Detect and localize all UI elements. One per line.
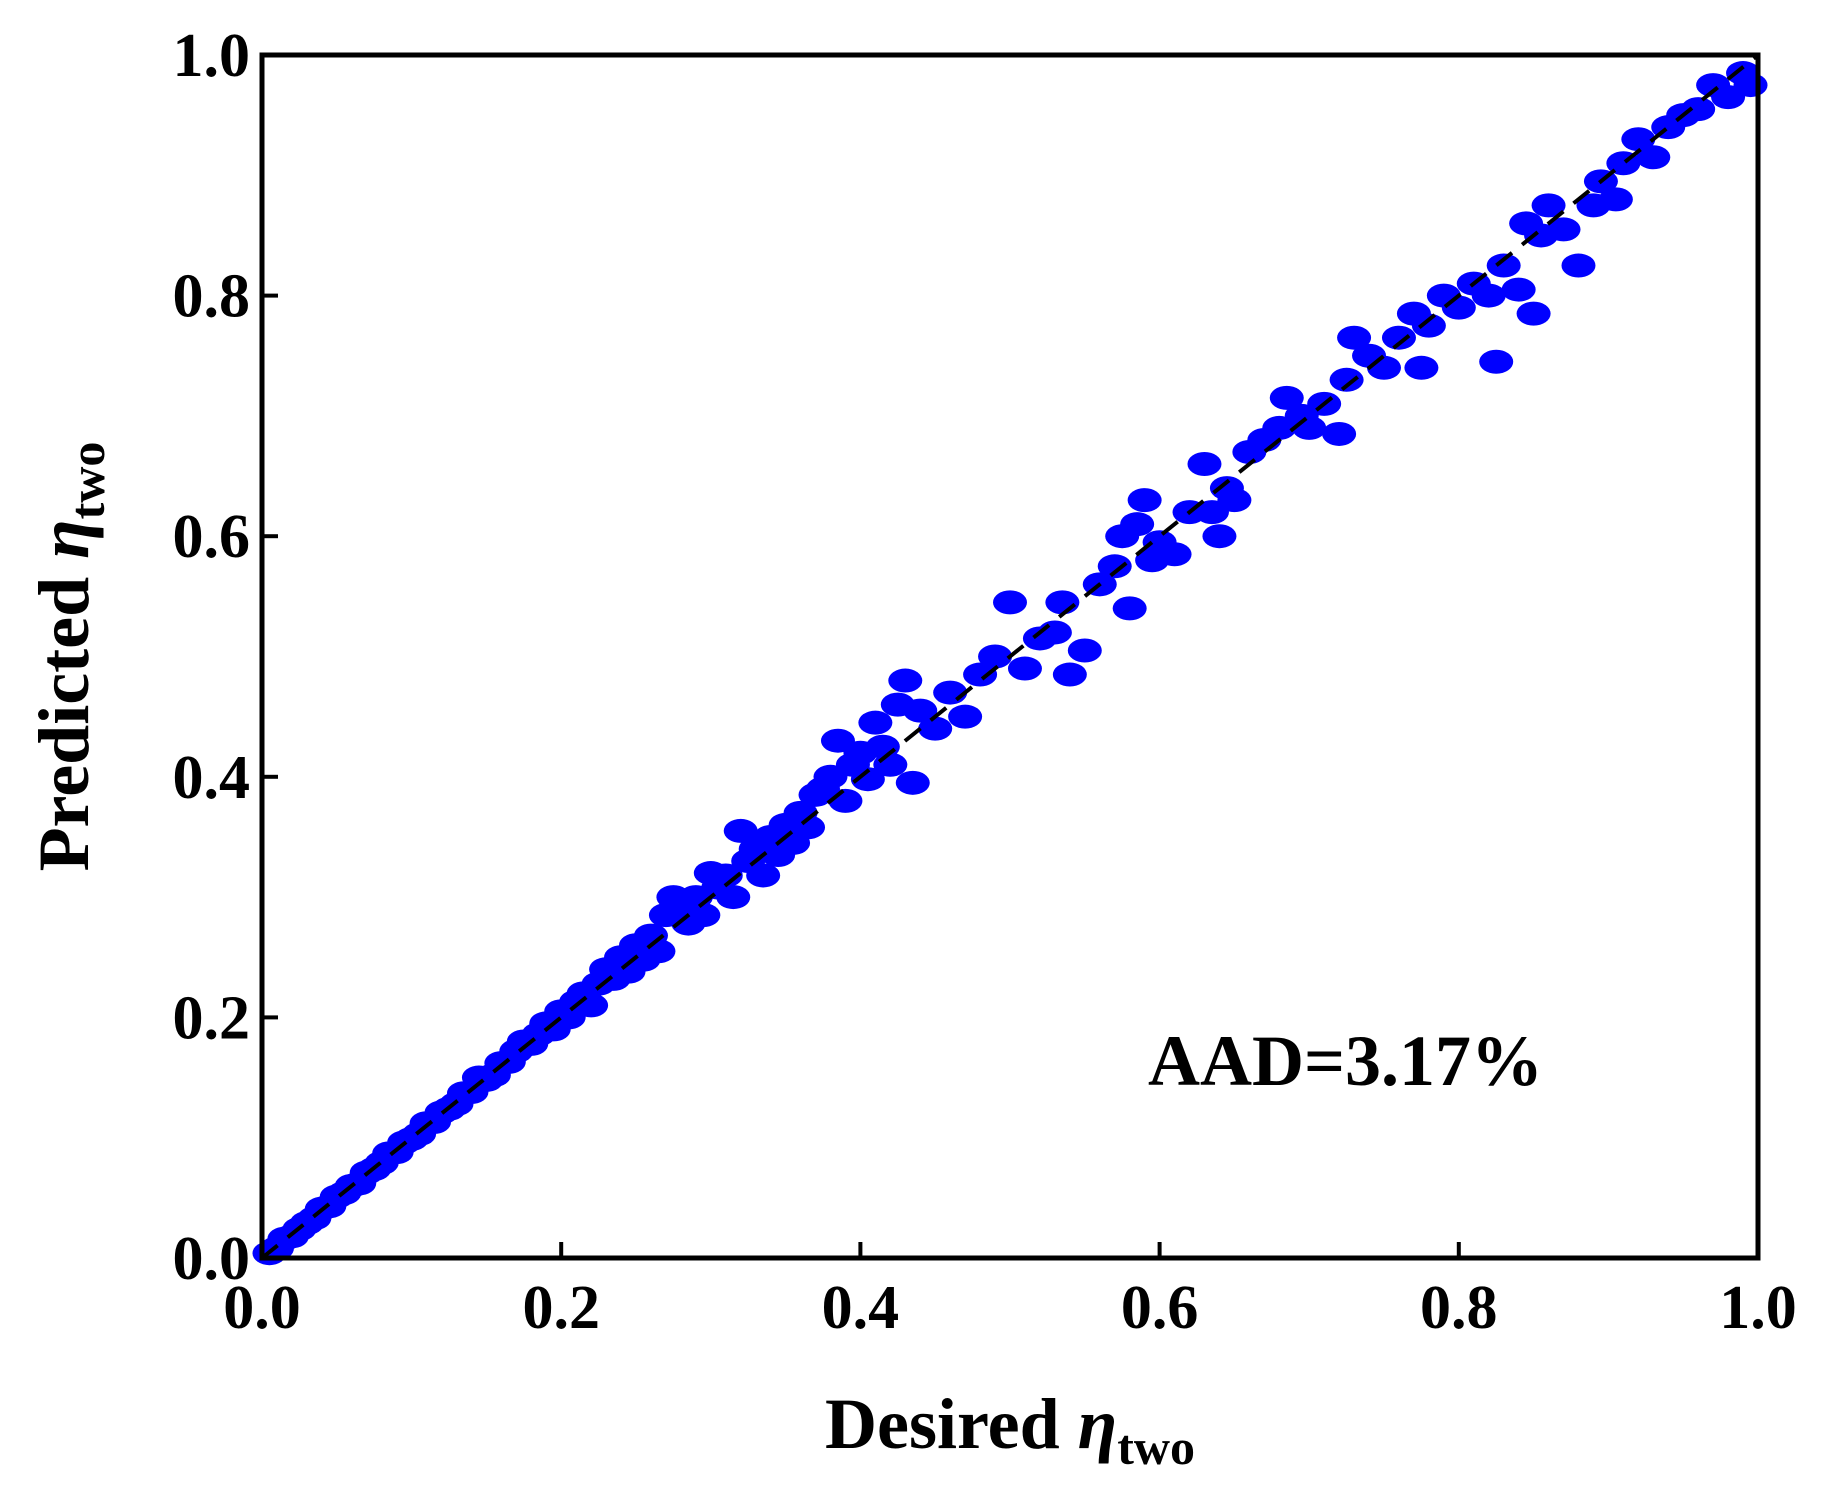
y-tick-label: 0.4	[173, 744, 251, 812]
y-tick-label: 0.6	[173, 503, 251, 571]
data-point	[903, 698, 938, 723]
x-axis-label-subscript: two	[1117, 1419, 1195, 1475]
data-point	[873, 752, 908, 777]
data-point	[895, 770, 930, 795]
data-point	[1097, 554, 1132, 579]
data-point	[1411, 313, 1446, 338]
y-tick-label: 0.0	[173, 1225, 251, 1293]
data-point	[1269, 385, 1304, 410]
data-point	[1621, 127, 1656, 152]
aad-annotation: AAD=3.17%	[1148, 1021, 1543, 1101]
x-tick-label: 0.2	[522, 1274, 600, 1342]
x-tick-label: 0.4	[822, 1274, 900, 1342]
x-tick-label: 0.8	[1420, 1274, 1498, 1342]
data-point	[791, 815, 826, 840]
x-axis-label-symbol: η	[1078, 1384, 1118, 1464]
data-point	[978, 644, 1013, 669]
data-point	[850, 767, 885, 792]
data-point	[1322, 421, 1357, 446]
y-axis-label: Predicted ηtwo	[24, 442, 115, 872]
y-axis-label-subscript: two	[59, 442, 115, 520]
data-point	[1120, 512, 1155, 537]
data-point	[1157, 542, 1192, 567]
data-point	[1381, 325, 1416, 350]
data-point	[1052, 662, 1087, 687]
x-tick-label: 1.0	[1719, 1274, 1797, 1342]
x-axis-ticks: 0.0 0.2 0.4 0.6 0.8 1.0	[223, 1242, 1797, 1342]
data-point	[1516, 301, 1551, 326]
data-point	[1501, 277, 1536, 302]
reference-line	[260, 53, 1760, 1260]
data-point	[993, 590, 1027, 615]
x-tick-label: 0.0	[223, 1274, 301, 1342]
plot-frame	[259, 52, 1761, 1261]
data-point	[1045, 590, 1080, 615]
data-point	[686, 903, 721, 928]
data-point	[1561, 253, 1596, 278]
data-point	[1598, 187, 1633, 212]
data-point	[1007, 656, 1042, 681]
y-tick-label: 1.0	[173, 22, 251, 90]
data-point	[1479, 349, 1514, 374]
data-point	[1202, 524, 1237, 549]
data-point	[1329, 367, 1364, 392]
data-point	[1067, 638, 1102, 663]
y-axis-label-symbol: η	[24, 519, 104, 559]
data-point	[1681, 97, 1716, 122]
data-point	[888, 668, 923, 693]
data-point	[918, 716, 953, 741]
data-point	[1471, 283, 1506, 308]
data-point	[858, 710, 893, 735]
data-point	[746, 863, 781, 888]
y-axis-ticks: 0.0 0.2 0.4 0.6 0.8 1.0	[173, 22, 278, 1293]
data-point	[1733, 73, 1768, 98]
data-point	[1404, 355, 1439, 380]
data-point	[1531, 193, 1566, 218]
data-point	[1217, 488, 1252, 513]
y-tick-label: 0.2	[173, 984, 251, 1052]
data-point	[1486, 253, 1521, 278]
data-point	[1337, 325, 1372, 350]
data-point	[723, 818, 758, 843]
data-point	[1112, 596, 1147, 621]
data-point	[963, 662, 998, 687]
data-point	[716, 885, 751, 910]
data-point	[1187, 452, 1222, 477]
data-point	[708, 863, 743, 888]
data-point	[1546, 217, 1581, 242]
data-point	[948, 704, 983, 729]
data-point	[1636, 145, 1671, 170]
x-tick-label: 0.6	[1121, 1274, 1199, 1342]
x-axis-label-text: Desired	[825, 1384, 1078, 1464]
y-tick-label: 0.8	[173, 263, 251, 331]
data-point	[1127, 488, 1162, 513]
x-axis-label: Desired ηtwo	[825, 1384, 1195, 1475]
data-point	[641, 939, 676, 964]
y-axis-label-text: Predicted	[24, 559, 104, 872]
